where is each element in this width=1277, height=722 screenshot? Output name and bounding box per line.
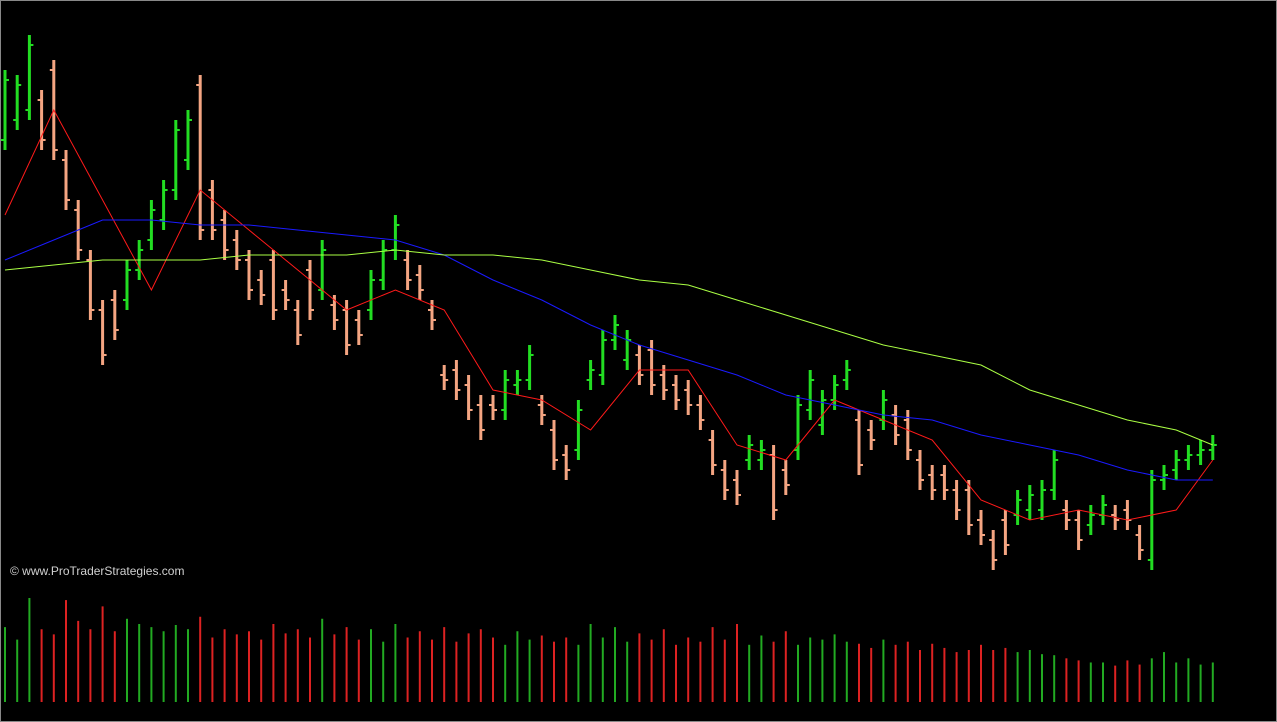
moving-average: [4, 108, 1214, 521]
moving-average: [4, 249, 1213, 446]
watermark: © www.ProTraderStrategies.com: [10, 564, 184, 578]
moving-average: [4, 219, 1213, 481]
